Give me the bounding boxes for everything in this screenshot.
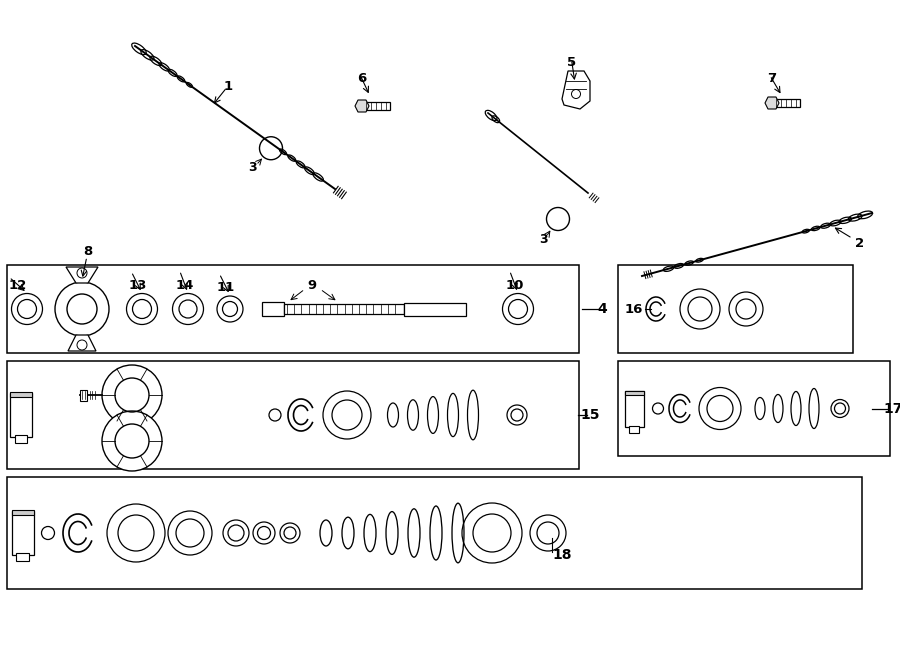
Circle shape — [55, 282, 109, 336]
Text: 16: 16 — [625, 303, 643, 315]
Bar — [262, 302, 284, 316]
Bar — [15, 435, 27, 443]
Bar — [772, 99, 800, 107]
Text: 14: 14 — [176, 278, 194, 292]
Bar — [404, 303, 466, 315]
Text: 9: 9 — [308, 278, 317, 292]
Circle shape — [41, 527, 55, 539]
Circle shape — [269, 409, 281, 421]
Text: 7: 7 — [768, 73, 777, 85]
Circle shape — [102, 411, 162, 471]
Text: 18: 18 — [553, 548, 572, 562]
Text: 2: 2 — [855, 237, 865, 249]
Bar — [16, 553, 29, 561]
Bar — [7, 265, 579, 353]
Polygon shape — [765, 97, 779, 109]
Polygon shape — [68, 335, 96, 351]
Circle shape — [102, 365, 162, 425]
Bar — [7, 477, 862, 589]
Bar — [12, 510, 34, 515]
Bar — [618, 361, 890, 456]
Bar — [362, 102, 390, 110]
Bar — [284, 304, 404, 314]
Text: 15: 15 — [580, 408, 599, 422]
Polygon shape — [66, 267, 98, 283]
Circle shape — [77, 268, 87, 278]
Bar — [12, 511, 34, 555]
Polygon shape — [355, 100, 369, 112]
Text: 10: 10 — [506, 278, 524, 292]
Text: 4: 4 — [597, 302, 607, 316]
Bar — [10, 393, 32, 437]
Text: 8: 8 — [84, 245, 93, 258]
Bar — [7, 361, 579, 469]
Text: 6: 6 — [357, 73, 366, 85]
Bar — [625, 391, 644, 395]
Bar — [618, 265, 853, 353]
Bar — [10, 392, 32, 397]
Text: 3: 3 — [539, 233, 547, 245]
Text: 13: 13 — [129, 278, 148, 292]
Polygon shape — [562, 71, 590, 109]
Circle shape — [652, 403, 663, 414]
Text: 11: 11 — [217, 280, 235, 293]
Bar — [629, 426, 639, 432]
Text: 5: 5 — [567, 56, 577, 69]
Bar — [625, 391, 644, 426]
Text: 17: 17 — [883, 401, 900, 416]
Circle shape — [77, 340, 87, 350]
Text: 1: 1 — [223, 79, 232, 93]
Text: 12: 12 — [9, 278, 27, 292]
Bar — [80, 389, 87, 401]
Text: 3: 3 — [248, 161, 257, 174]
